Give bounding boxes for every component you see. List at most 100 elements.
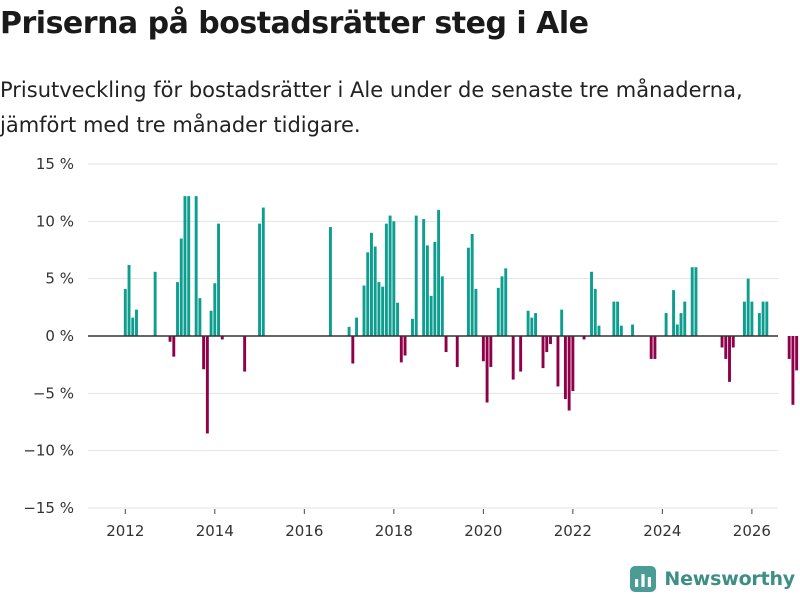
bar xyxy=(176,282,179,336)
x-tick-label: 2014 xyxy=(196,522,234,540)
bar xyxy=(795,336,799,371)
bar xyxy=(370,232,373,336)
bar xyxy=(135,309,138,336)
bar xyxy=(437,209,441,336)
y-tick-label: 15 % xyxy=(36,155,74,173)
bar xyxy=(742,301,746,336)
bar xyxy=(757,313,761,336)
y-tick-label: −5 % xyxy=(33,384,74,402)
bar xyxy=(217,223,220,336)
y-tick-label: 0 % xyxy=(45,327,74,345)
bar xyxy=(403,336,407,356)
bar xyxy=(381,286,385,336)
bar xyxy=(694,267,698,336)
bar xyxy=(485,336,489,403)
bar xyxy=(411,318,414,336)
bar xyxy=(683,301,687,336)
axes: 15 % 10 % 5 % 0 % −5 % −10 % −15 % 2012 2014 2016… xyxy=(23,155,778,540)
bar xyxy=(690,267,694,336)
bar xyxy=(582,336,586,340)
bar xyxy=(619,325,623,336)
x-tick-label: 2018 xyxy=(375,522,413,540)
bar xyxy=(590,271,593,336)
bar xyxy=(373,246,377,336)
bar xyxy=(153,271,157,336)
bar xyxy=(474,288,478,336)
bar xyxy=(399,336,403,363)
x-tick-label: 2020 xyxy=(464,522,502,540)
bar xyxy=(560,309,564,336)
bar xyxy=(179,238,183,336)
bar xyxy=(679,313,683,336)
x-tick-label: 2022 xyxy=(554,522,592,540)
bar xyxy=(791,336,795,405)
bar xyxy=(672,290,676,336)
bar xyxy=(422,219,426,336)
bar xyxy=(541,336,545,369)
bar xyxy=(187,196,191,336)
y-tick-label: 10 % xyxy=(36,212,74,230)
x-tick-label: 2016 xyxy=(285,522,323,540)
bar xyxy=(731,336,735,348)
bar xyxy=(194,196,198,336)
bar xyxy=(131,317,135,336)
bars xyxy=(123,196,799,434)
bar xyxy=(556,336,560,387)
bar xyxy=(183,196,187,336)
bar xyxy=(366,252,370,336)
bar xyxy=(429,295,433,336)
bar xyxy=(414,215,418,336)
bar xyxy=(761,301,765,336)
bar xyxy=(504,268,508,336)
bar xyxy=(455,336,459,367)
bar xyxy=(127,264,131,336)
bar xyxy=(168,336,172,342)
chart-subtitle: Prisutveckling för bostadsrätter i Ale u… xyxy=(0,78,743,137)
bar xyxy=(765,301,769,336)
bar xyxy=(425,245,429,336)
bar xyxy=(750,301,754,336)
bar xyxy=(530,317,534,336)
bar xyxy=(653,336,657,359)
bar xyxy=(355,317,358,336)
y-tick-label: −15 % xyxy=(23,499,74,517)
bar xyxy=(388,215,392,336)
bar xyxy=(470,233,474,336)
bar xyxy=(649,336,653,359)
bar xyxy=(571,336,575,392)
bar xyxy=(205,336,209,434)
bar xyxy=(549,336,552,345)
brand-name: Newsworthy xyxy=(664,568,795,590)
bar xyxy=(243,336,247,372)
bar xyxy=(220,336,224,340)
bar xyxy=(258,223,262,336)
bar xyxy=(209,310,213,336)
gridlines xyxy=(88,163,778,509)
bar xyxy=(433,241,437,336)
bar xyxy=(728,336,731,382)
bar xyxy=(347,326,351,336)
x-tick-label: 2026 xyxy=(733,522,771,540)
bar xyxy=(534,313,538,336)
bar xyxy=(351,336,355,364)
bar xyxy=(198,298,202,336)
x-tick-label: 2012 xyxy=(106,522,144,540)
bar xyxy=(261,207,265,336)
bar xyxy=(563,336,567,400)
bar xyxy=(787,336,791,359)
bar xyxy=(675,324,679,336)
x-tick-label: 2024 xyxy=(643,522,681,540)
bar xyxy=(724,336,728,359)
chart-title: Priserna på bostadsrätter steg i Ale xyxy=(0,6,589,41)
bar xyxy=(631,324,634,336)
y-tick-label: −10 % xyxy=(23,442,74,460)
bar xyxy=(392,221,396,336)
bar xyxy=(500,276,504,336)
bar xyxy=(567,336,571,411)
bar xyxy=(519,336,523,372)
bar xyxy=(616,301,620,336)
bar xyxy=(444,336,448,353)
bar xyxy=(440,276,444,336)
bar xyxy=(202,336,206,370)
